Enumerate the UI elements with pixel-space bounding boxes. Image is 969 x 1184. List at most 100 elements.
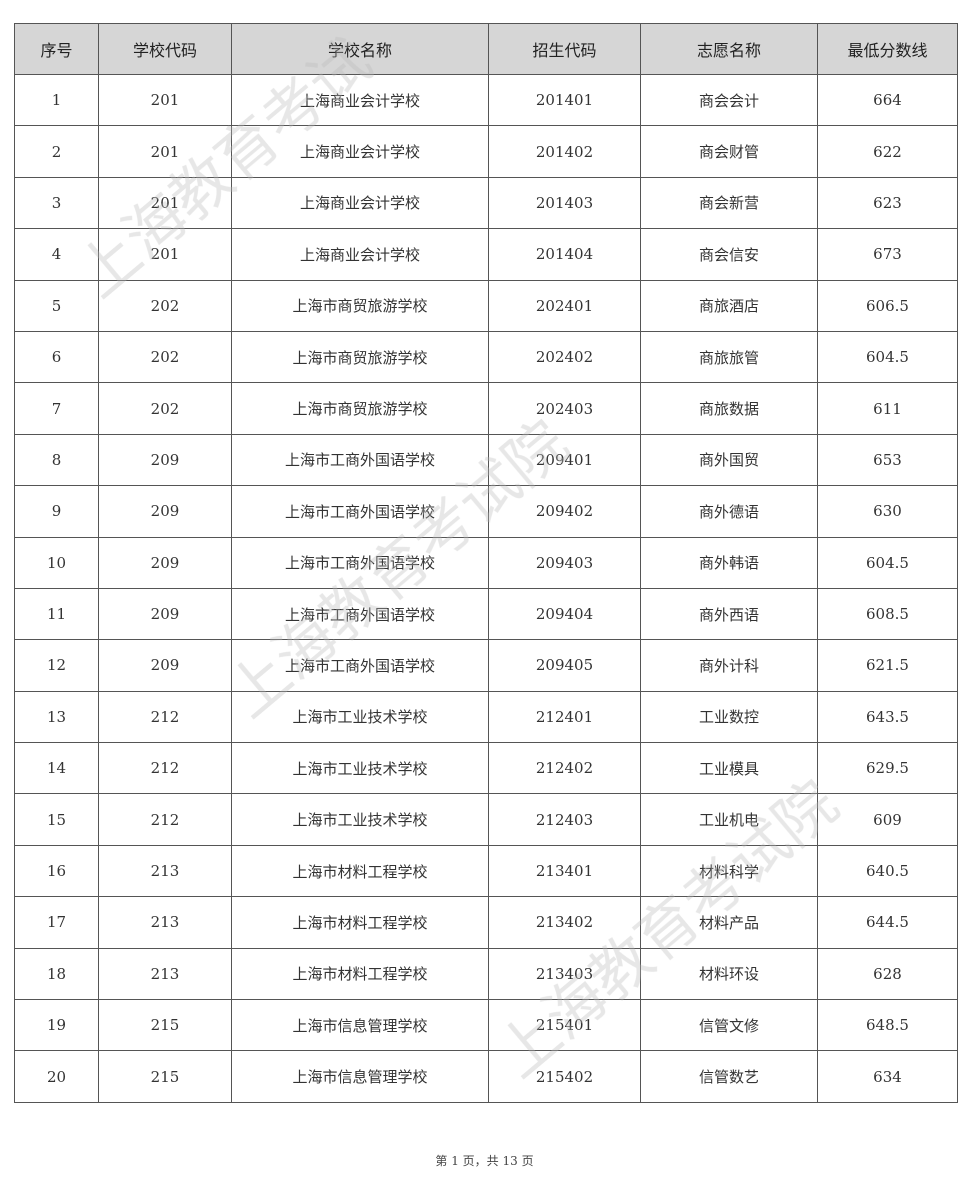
table-cell: 信管文修 — [640, 999, 818, 1052]
table-row: 2 201 上海商业会计学校 201402 商会财管 622 — [14, 125, 958, 178]
table-cell: 13 — [14, 690, 99, 744]
table-cell: 3 — [14, 176, 99, 230]
table-cell: 上海市商贸旅游学校 — [231, 279, 489, 332]
table-cell: 上海市商贸旅游学校 — [231, 330, 489, 384]
table-cell: 上海市信息管理学校 — [231, 1050, 489, 1103]
table-cell: 209 — [98, 587, 232, 641]
table-cell: 213402 — [488, 896, 641, 949]
table-cell: 644.5 — [817, 896, 958, 949]
table-cell: 14 — [14, 742, 99, 795]
table-cell: 604.5 — [817, 330, 958, 384]
table-cell: 201404 — [488, 228, 641, 281]
table-cell: 上海商业会计学校 — [231, 73, 489, 127]
table-cell: 643.5 — [817, 690, 958, 744]
table-cell: 202401 — [488, 279, 641, 332]
table-cell: 609 — [817, 793, 958, 846]
table-cell: 673 — [817, 228, 958, 281]
column-header: 最低分数线 — [817, 23, 958, 75]
table-cell: 213 — [98, 844, 232, 898]
table-cell: 213 — [98, 896, 232, 949]
table-cell: 209405 — [488, 639, 641, 692]
table-cell: 上海市商贸旅游学校 — [231, 382, 489, 435]
table-cell: 17 — [14, 896, 99, 949]
table-cell: 213 — [98, 947, 232, 1001]
table-cell: 201 — [98, 176, 232, 230]
table-row: 19 215 上海市信息管理学校 215401 信管文修 648.5 — [14, 999, 958, 1052]
table-cell: 5 — [14, 279, 99, 332]
column-header: 志愿名称 — [640, 23, 818, 75]
table-cell: 信管数艺 — [640, 1050, 818, 1103]
table-cell: 622 — [817, 125, 958, 178]
table-row: 11 209 上海市工商外国语学校 209404 商外西语 608.5 — [14, 587, 958, 641]
table-cell: 15 — [14, 793, 99, 846]
table-cell: 653 — [817, 433, 958, 487]
table-cell: 上海市工业技术学校 — [231, 742, 489, 795]
table-cell: 664 — [817, 73, 958, 127]
table-cell: 工业机电 — [640, 793, 818, 846]
table-cell: 611 — [817, 382, 958, 435]
table-row: 16 213 上海市材料工程学校 213401 材料科学 640.5 — [14, 844, 958, 898]
table-cell: 上海市工商外国语学校 — [231, 536, 489, 589]
table-cell: 209 — [98, 536, 232, 589]
table-cell: 上海市信息管理学校 — [231, 999, 489, 1052]
table-cell: 上海市工商外国语学校 — [231, 587, 489, 641]
table-cell: 1 — [14, 73, 99, 127]
table-cell: 上海市工商外国语学校 — [231, 433, 489, 487]
table-cell: 上海商业会计学校 — [231, 125, 489, 178]
table-cell: 商外计科 — [640, 639, 818, 692]
table-cell: 上海市材料工程学校 — [231, 947, 489, 1001]
table-cell: 18 — [14, 947, 99, 1001]
table-cell: 202402 — [488, 330, 641, 384]
table-cell: 材料环设 — [640, 947, 818, 1001]
table-row: 1 201 上海商业会计学校 201401 商会会计 664 — [14, 73, 958, 127]
table-cell: 10 — [14, 536, 99, 589]
table-cell: 上海市工业技术学校 — [231, 690, 489, 744]
table-cell: 材料产品 — [640, 896, 818, 949]
table-row: 6 202 上海市商贸旅游学校 202402 商旅旅管 604.5 — [14, 330, 958, 384]
page-footer: 第 1 页，共 13 页 — [435, 1154, 534, 1168]
table-cell: 634 — [817, 1050, 958, 1103]
table-cell: 213403 — [488, 947, 641, 1001]
table-cell: 201401 — [488, 73, 641, 127]
table-cell: 商旅旅管 — [640, 330, 818, 384]
table-cell: 628 — [817, 947, 958, 1001]
table-cell: 202403 — [488, 382, 641, 435]
table-cell: 212 — [98, 793, 232, 846]
table-cell: 201402 — [488, 125, 641, 178]
table-cell: 商外国贸 — [640, 433, 818, 487]
table-cell: 623 — [817, 176, 958, 230]
table-cell: 209401 — [488, 433, 641, 487]
table-cell: 12 — [14, 639, 99, 692]
table-cell: 209 — [98, 485, 232, 538]
table-cell: 209 — [98, 639, 232, 692]
table-cell: 商外德语 — [640, 485, 818, 538]
table-cell: 215401 — [488, 999, 641, 1052]
table-cell: 209 — [98, 433, 232, 487]
table-row: 10 209 上海市工商外国语学校 209403 商外韩语 604.5 — [14, 536, 958, 589]
table-cell: 上海市工商外国语学校 — [231, 485, 489, 538]
table-cell: 11 — [14, 587, 99, 641]
table-cell: 604.5 — [817, 536, 958, 589]
table-cell: 209402 — [488, 485, 641, 538]
table-cell: 上海市材料工程学校 — [231, 896, 489, 949]
table-cell: 材料科学 — [640, 844, 818, 898]
table-cell: 212 — [98, 742, 232, 795]
table-cell: 201403 — [488, 176, 641, 230]
table-cell: 648.5 — [817, 999, 958, 1052]
column-header: 学校名称 — [231, 23, 489, 75]
column-header: 序号 — [14, 23, 99, 75]
table-row: 17 213 上海市材料工程学校 213402 材料产品 644.5 — [14, 896, 958, 949]
table-cell: 19 — [14, 999, 99, 1052]
table-cell: 212403 — [488, 793, 641, 846]
table-cell: 16 — [14, 844, 99, 898]
table-header-row: 序号 学校代码 学校名称 招生代码 志愿名称 最低分数线 — [14, 23, 958, 75]
table-row: 14 212 上海市工业技术学校 212402 工业模具 629.5 — [14, 742, 958, 795]
table-cell: 商旅酒店 — [640, 279, 818, 332]
table-cell: 621.5 — [817, 639, 958, 692]
table-cell: 630 — [817, 485, 958, 538]
table-cell: 工业数控 — [640, 690, 818, 744]
table-cell: 9 — [14, 485, 99, 538]
table-row: 15 212 上海市工业技术学校 212403 工业机电 609 — [14, 793, 958, 846]
table-cell: 202 — [98, 330, 232, 384]
table-cell: 8 — [14, 433, 99, 487]
